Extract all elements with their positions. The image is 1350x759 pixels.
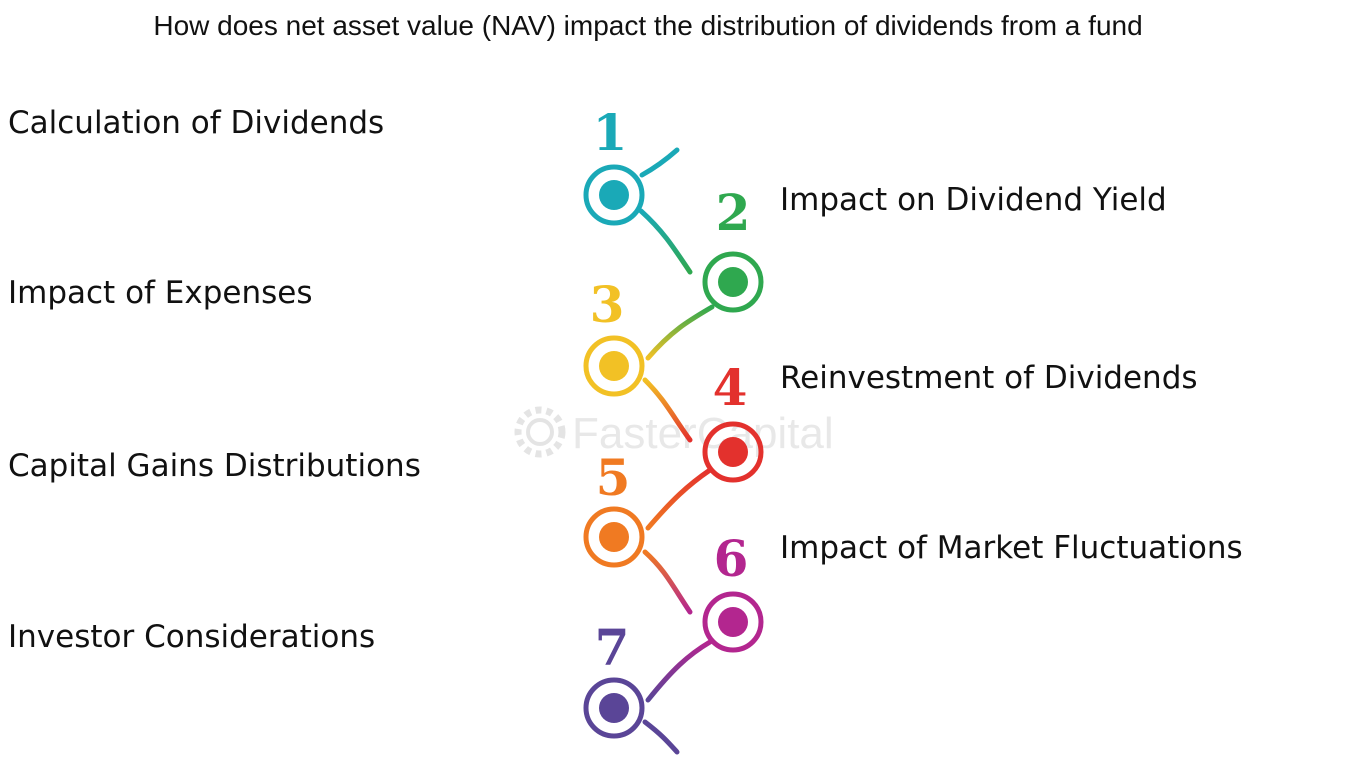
step-label-4: Reinvestment of Dividends (780, 360, 1198, 396)
step-label-3: Impact of Expenses (8, 275, 313, 311)
node-ring-7 (583, 677, 645, 739)
node-ring-5 (583, 506, 645, 568)
step-number-3: 3 (590, 275, 625, 334)
node-7: 7 (583, 618, 645, 739)
node-dot-4 (718, 437, 748, 467)
node-ring-6 (702, 591, 764, 653)
step-number-7: 7 (595, 618, 630, 677)
node-dot-1 (599, 180, 629, 210)
node-dot-5 (599, 522, 629, 552)
node-5: 5 (583, 448, 645, 568)
step-label-1: Calculation of Dividends (8, 105, 385, 141)
node-4: 4 (702, 358, 764, 483)
node-dot-6 (718, 607, 748, 637)
step-number-6: 6 (714, 529, 749, 588)
step-label-5: Capital Gains Distributions (8, 448, 421, 484)
step-number-1: 1 (593, 103, 628, 162)
step-number-4: 4 (713, 358, 748, 417)
node-dot-7 (599, 693, 629, 723)
step-label-7: Investor Considerations (8, 619, 376, 655)
connector-bottom-tail (642, 719, 680, 755)
node-1: 1 (583, 103, 645, 226)
connector-lines (638, 147, 715, 755)
node-ring-2 (702, 251, 764, 313)
gear-icon (514, 406, 566, 458)
node-dot-3 (599, 351, 629, 381)
connector-5-6 (642, 549, 693, 615)
node-dot-2 (718, 267, 748, 297)
step-number-2: 2 (716, 183, 751, 242)
step-label-2: Impact on Dividend Yield (780, 182, 1167, 218)
step-label-6: Impact of Market Fluctuations (780, 530, 1243, 566)
node-2: 2 (702, 183, 764, 313)
connector-4-5 (645, 467, 713, 531)
node-ring-1 (583, 164, 645, 226)
node-ring-3 (583, 335, 645, 397)
connector-3-4 (642, 377, 693, 443)
node-6: 6 (702, 529, 764, 653)
connector-top-tail (639, 147, 680, 178)
connector-6-7 (645, 639, 713, 703)
diagram-title: How does net asset value (NAV) impact th… (153, 10, 1143, 41)
watermark: FasterCapital (514, 406, 834, 458)
step-number-5: 5 (596, 448, 631, 507)
connector-1-2 (638, 208, 693, 275)
node-3: 3 (583, 275, 645, 397)
node-ring-4 (702, 421, 764, 483)
connector-2-3 (645, 304, 715, 361)
